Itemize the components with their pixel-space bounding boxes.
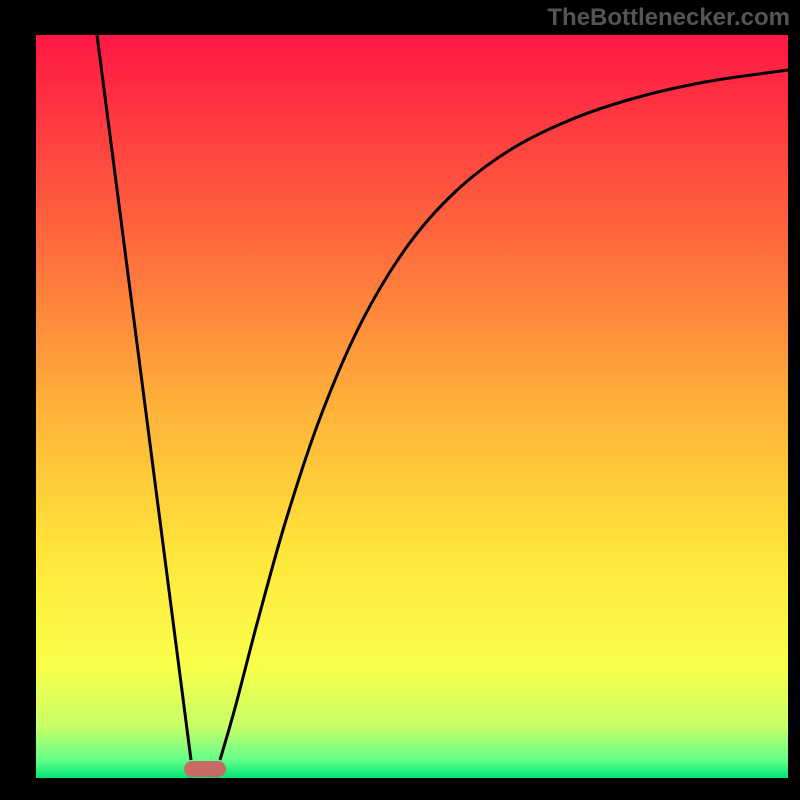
- chart-frame: TheBottlenecker.com: [0, 0, 800, 800]
- curve-right-segment: [220, 70, 788, 760]
- optimum-marker: [184, 761, 226, 777]
- curve-left-segment: [97, 35, 191, 760]
- bottleneck-curve: [0, 0, 800, 800]
